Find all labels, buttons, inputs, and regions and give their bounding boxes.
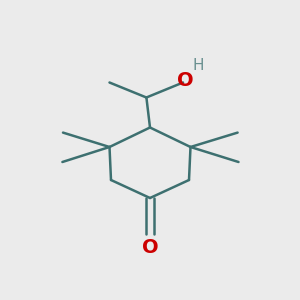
Text: H: H — [192, 58, 204, 74]
Text: O: O — [177, 71, 194, 91]
Text: O: O — [142, 238, 158, 257]
